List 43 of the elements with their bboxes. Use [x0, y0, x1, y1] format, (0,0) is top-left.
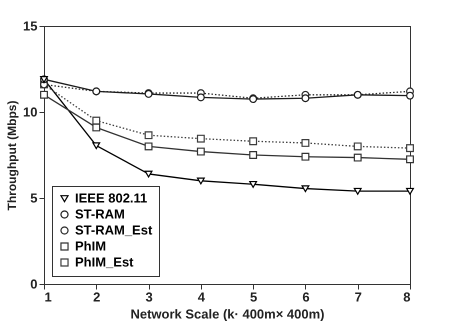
- y-tick-label: 5: [30, 190, 38, 206]
- point: [249, 137, 258, 146]
- y-tick-label: 10: [23, 104, 38, 120]
- legend-label: IEEE 802.11: [75, 190, 148, 206]
- y-tick-label: 0: [30, 276, 38, 292]
- point: [354, 154, 362, 162]
- point: [301, 152, 310, 161]
- point: [196, 93, 205, 102]
- point: [196, 148, 205, 156]
- point: [249, 151, 258, 159]
- point: [144, 131, 153, 140]
- point: [144, 170, 153, 178]
- y-tick-label: 15: [23, 18, 38, 34]
- point: [40, 90, 48, 99]
- point: [301, 94, 310, 102]
- y-axis-title: Throughput (Mbps): [5, 100, 20, 210]
- point: [249, 180, 258, 188]
- x-tick-label: 4: [198, 290, 206, 304]
- legend-label: ST-RAM: [75, 206, 125, 222]
- point: [301, 185, 310, 192]
- x-tick-label: 3: [145, 290, 153, 304]
- point: [196, 178, 205, 184]
- legend-label: PhIM_Est: [75, 254, 134, 270]
- point: [406, 92, 414, 100]
- legend-label: ST-RAM_Est: [75, 222, 153, 238]
- point: [354, 142, 362, 150]
- point: [406, 144, 414, 152]
- x-tick-label: 1: [44, 290, 52, 304]
- point: [144, 142, 153, 150]
- point: [354, 188, 362, 195]
- x-tick-label: 2: [93, 290, 100, 304]
- legend-label: PhIM: [75, 238, 106, 254]
- x-tick-label: 7: [354, 290, 362, 304]
- x-tick-label: 8: [403, 290, 410, 304]
- point: [196, 134, 205, 143]
- point: [406, 155, 414, 164]
- x-tick-label: 6: [302, 290, 310, 304]
- x-tick-label: 5: [250, 290, 258, 304]
- point: [92, 142, 100, 150]
- point: [301, 139, 310, 147]
- point: [92, 124, 100, 132]
- x-axis-title: Network Scale (k· 400m× 400m): [130, 306, 325, 321]
- point: [406, 188, 414, 195]
